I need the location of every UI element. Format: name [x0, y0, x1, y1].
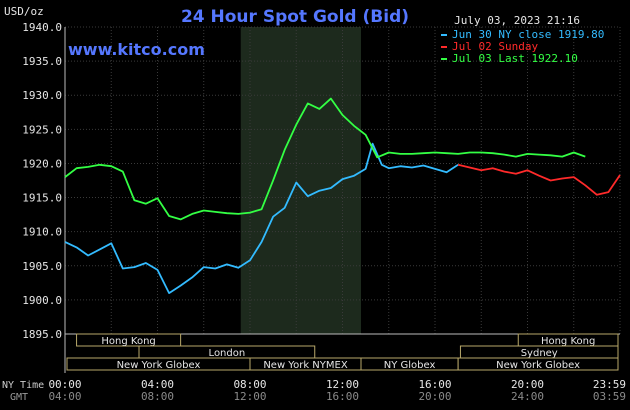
x-tick-label-ny: 20:00	[511, 378, 544, 391]
legend-label: Jul 03 Last 1922.10	[452, 52, 578, 65]
gmt-label: GMT	[10, 392, 28, 403]
legend-label: Jun 30 NY close 1919.80	[452, 28, 604, 41]
x-tick-label-gmt: 24:00	[511, 390, 544, 403]
y-tick-label: 1920.0	[22, 157, 62, 170]
x-tick-label-ny: 08:00	[233, 378, 266, 391]
x-tick-label-ny: 23:59	[593, 378, 626, 391]
x-tick-label-gmt: 16:00	[326, 390, 359, 403]
x-tick-label-ny: 16:00	[418, 378, 451, 391]
y-tick-label: 1900.0	[22, 294, 62, 307]
x-tick-label-gmt: 03:59	[593, 390, 626, 403]
x-tick-label-gmt: 08:00	[141, 390, 174, 403]
chart-title: 24 Hour Spot Gold (Bid)	[181, 7, 409, 27]
x-tick-label-ny: 00:00	[48, 378, 81, 391]
session-label: Hong Kong	[101, 336, 155, 347]
x-tick-label-gmt: 12:00	[233, 390, 266, 403]
x-tick-label-ny: 12:00	[326, 378, 359, 391]
x-tick-label-gmt: 20:00	[418, 390, 451, 403]
y-tick-label: 1910.0	[22, 226, 62, 239]
y-tick-label: 1925.0	[22, 123, 62, 136]
session-label: Sydney	[521, 348, 558, 359]
session-label: New York Globex	[117, 360, 201, 371]
y-tick-label: 1905.0	[22, 260, 62, 273]
ny-time-label: NY Time	[2, 380, 44, 391]
session-label: New York NYMEX	[263, 360, 348, 371]
x-tick-label-gmt: 04:00	[48, 390, 81, 403]
watermark: www.kitco.com	[68, 40, 205, 59]
series-line-2	[457, 163, 621, 196]
y-axis-unit: USD/oz	[4, 5, 44, 18]
legend-label: Jul 02 Sunday	[452, 40, 538, 53]
y-tick-label: 1940.0	[22, 21, 62, 34]
session-bar	[457, 357, 619, 371]
y-tick-label: 1930.0	[22, 89, 62, 102]
date-label: July 03, 2023 21:16	[454, 14, 580, 27]
session-label: New York Globex	[496, 360, 580, 371]
y-tick-label: 1915.0	[22, 192, 62, 205]
x-tick-label-ny: 04:00	[141, 378, 174, 391]
y-tick-label: 1895.0	[22, 328, 62, 341]
series-line-1	[64, 142, 459, 295]
session-label: Hong Kong	[541, 336, 595, 347]
session-label: London	[209, 348, 246, 359]
y-tick-label: 1935.0	[22, 55, 62, 68]
series-line-3	[64, 97, 586, 221]
session-bar	[76, 333, 182, 347]
session-label: NY Globex	[384, 360, 436, 371]
